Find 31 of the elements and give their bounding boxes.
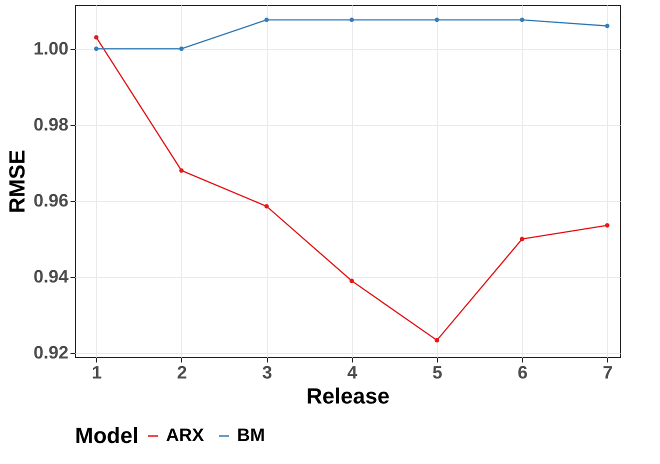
point bbox=[350, 278, 354, 284]
y-axis-title: RMSE bbox=[4, 150, 30, 214]
point bbox=[434, 18, 440, 22]
legend-label: ARX bbox=[166, 425, 204, 445]
point bbox=[94, 35, 99, 40]
point bbox=[520, 18, 524, 22]
x-tick-label: 2 bbox=[176, 362, 187, 382]
x-axis-title: Release bbox=[306, 384, 390, 408]
point bbox=[520, 236, 524, 242]
y-tick-label: 0.98 bbox=[33, 114, 68, 134]
point bbox=[94, 46, 99, 51]
x-tick-label: 1 bbox=[92, 362, 102, 382]
y-tick-label: 0.92 bbox=[33, 342, 68, 363]
point bbox=[434, 338, 440, 342]
point bbox=[604, 24, 610, 28]
point bbox=[179, 168, 184, 173]
x-tick-label: 7 bbox=[602, 362, 613, 382]
x-tick-label: 3 bbox=[262, 362, 272, 382]
point bbox=[604, 223, 610, 228]
point bbox=[179, 46, 184, 51]
legend-label: BM bbox=[237, 425, 265, 445]
y-tick-label: 0.94 bbox=[33, 266, 68, 287]
point bbox=[350, 18, 354, 22]
x-tick-label: 6 bbox=[518, 362, 528, 382]
point bbox=[264, 18, 269, 22]
point bbox=[264, 204, 269, 209]
x-tick-label: 4 bbox=[347, 362, 358, 382]
x-tick-label: 5 bbox=[432, 362, 442, 382]
y-tick-label: 1.00 bbox=[33, 38, 68, 58]
y-tick-label: 0.96 bbox=[33, 190, 68, 210]
legend-title: Model bbox=[75, 423, 139, 448]
